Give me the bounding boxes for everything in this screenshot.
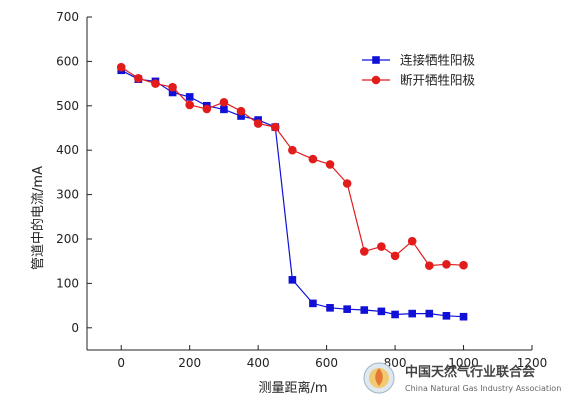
- series-2-point: [253, 119, 263, 128]
- series-2-point: [359, 247, 369, 256]
- legend-label: 连接牺牲阳极: [400, 53, 476, 68]
- series-2-point: [116, 62, 126, 72]
- series-2-point: [459, 260, 468, 270]
- y-tick-label: 500: [56, 99, 79, 113]
- series-1-point: [391, 310, 399, 319]
- series-2-point: [442, 260, 451, 269]
- legend-label: 断开牺牲阳极: [400, 73, 476, 88]
- legend-item-1: 连接牺牲阳极: [362, 53, 476, 68]
- series-2-point: [270, 122, 280, 132]
- x-tick-label: 1200: [517, 356, 548, 370]
- series-1-point: [288, 276, 297, 284]
- series-1-point: [343, 305, 351, 313]
- series-2-point: [202, 104, 212, 114]
- series-1: [117, 66, 468, 321]
- x-tick-label: 0: [117, 356, 125, 370]
- watermark: 中国天然气行业联合会 China Natural Gas Industry As…: [363, 362, 561, 394]
- series-1-point: [360, 306, 369, 314]
- y-axis-title: 管道中的电流/mA: [30, 166, 46, 270]
- legend-item-2: 断开牺牲阳极: [362, 73, 476, 88]
- y-tick-label: 400: [56, 143, 79, 157]
- series-2-point: [308, 154, 318, 164]
- series-1-point: [220, 105, 228, 114]
- series-2-point: [134, 73, 143, 83]
- series-1-point: [425, 309, 434, 318]
- watermark-english-text: China Natural Gas Industry Association: [405, 384, 561, 393]
- series-1-point: [185, 93, 194, 101]
- y-tick-label: 700: [56, 10, 79, 24]
- association-logo-icon: [363, 362, 395, 394]
- series-2-point: [219, 97, 229, 107]
- series-1-point: [377, 307, 386, 316]
- series-1-point: [442, 312, 451, 320]
- series-2: [116, 62, 468, 270]
- series-2-point: [236, 106, 246, 116]
- series-2-point: [425, 261, 434, 270]
- series-2-point: [325, 160, 335, 169]
- series-2-point: [185, 100, 194, 110]
- y-tick-label: 200: [56, 232, 79, 246]
- x-tick-label: 600: [315, 356, 338, 370]
- x-tick-label: 200: [178, 356, 201, 370]
- x-tick-label: 1000: [448, 356, 479, 370]
- series-2-point: [407, 236, 417, 246]
- x-tick-label: 400: [247, 356, 270, 370]
- series-1-point: [168, 88, 177, 97]
- legend-marker: [371, 75, 381, 85]
- y-tick-label: 100: [56, 276, 79, 290]
- series-2-point: [168, 82, 177, 92]
- y-tick-label: 0: [71, 321, 79, 335]
- y-tick-label: 300: [56, 188, 79, 202]
- series-1-point: [408, 309, 416, 318]
- watermark-chinese-text: 中国天然气行业联合会: [405, 364, 536, 380]
- x-axis-title: 测量距离/m: [258, 380, 327, 396]
- series-1-point: [309, 299, 317, 308]
- legend-marker: [372, 56, 380, 64]
- series-2-point: [151, 79, 160, 88]
- y-tick-label: 600: [56, 54, 79, 68]
- series-1-point: [237, 112, 245, 120]
- series-1-point: [459, 312, 468, 321]
- series-2-point: [377, 242, 386, 251]
- series-layer: [116, 62, 468, 321]
- series-2-line: [120, 66, 464, 267]
- series-2-point: [390, 251, 400, 261]
- series-2-point: [342, 179, 352, 188]
- series-1-point: [326, 304, 334, 312]
- series-2-point: [288, 145, 297, 155]
